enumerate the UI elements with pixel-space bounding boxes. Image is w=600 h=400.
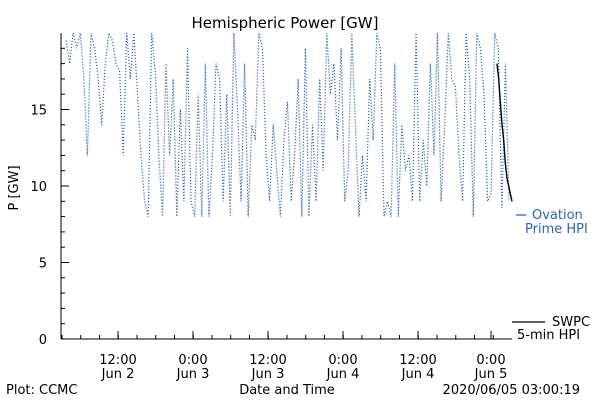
footer-plot-by: Plot: CCMC [6, 383, 77, 398]
x-tick-date-label: Jun 4 [401, 367, 435, 382]
x-tick-date-label: Jun 2 [101, 367, 135, 382]
x-tick-time-label: 0:00 [476, 353, 505, 368]
y-tick-label: 5 [39, 257, 47, 272]
x-tick-date-label: Jun 3 [176, 367, 210, 382]
x-tick-time-label: 12:00 [249, 353, 286, 368]
x-axis-label: Date and Time [239, 383, 335, 398]
x-tick-time-label: 0:00 [328, 353, 357, 368]
chart-title: Hemispheric Power [GW] [192, 14, 379, 32]
y-tick-label: 10 [30, 180, 47, 195]
x-tick-time-label: 12:00 [99, 353, 136, 368]
series-layer [65, 30, 513, 217]
series-line-ovation [65, 30, 510, 217]
x-tick-time-label: 12:00 [399, 353, 436, 368]
x-tick-time-label: 0:00 [178, 353, 207, 368]
series-line-swpc [496, 63, 513, 202]
x-tick-date-label: Jun 3 [251, 367, 285, 382]
x-tick-date-label: Jun 5 [474, 367, 508, 382]
y-axis-label: P [GW] [7, 165, 22, 210]
footer-timestamp: 2020/06/05 03:00:19 [443, 383, 580, 398]
y-axis-ticks: 0 5 10 15 [30, 47, 69, 348]
x-tick-date-label: Jun 4 [326, 367, 360, 382]
y-tick-label: 15 [30, 104, 47, 119]
legend-ovation-label-line1: Ovation [532, 208, 583, 223]
y-tick-label: 0 [39, 333, 47, 348]
legend-swpc-label-line1: SWPC [552, 315, 590, 330]
legend-swpc-label-line2: 5-min HPI [517, 328, 580, 343]
legend-ovation-label-line2: Prime HPI [525, 222, 588, 237]
